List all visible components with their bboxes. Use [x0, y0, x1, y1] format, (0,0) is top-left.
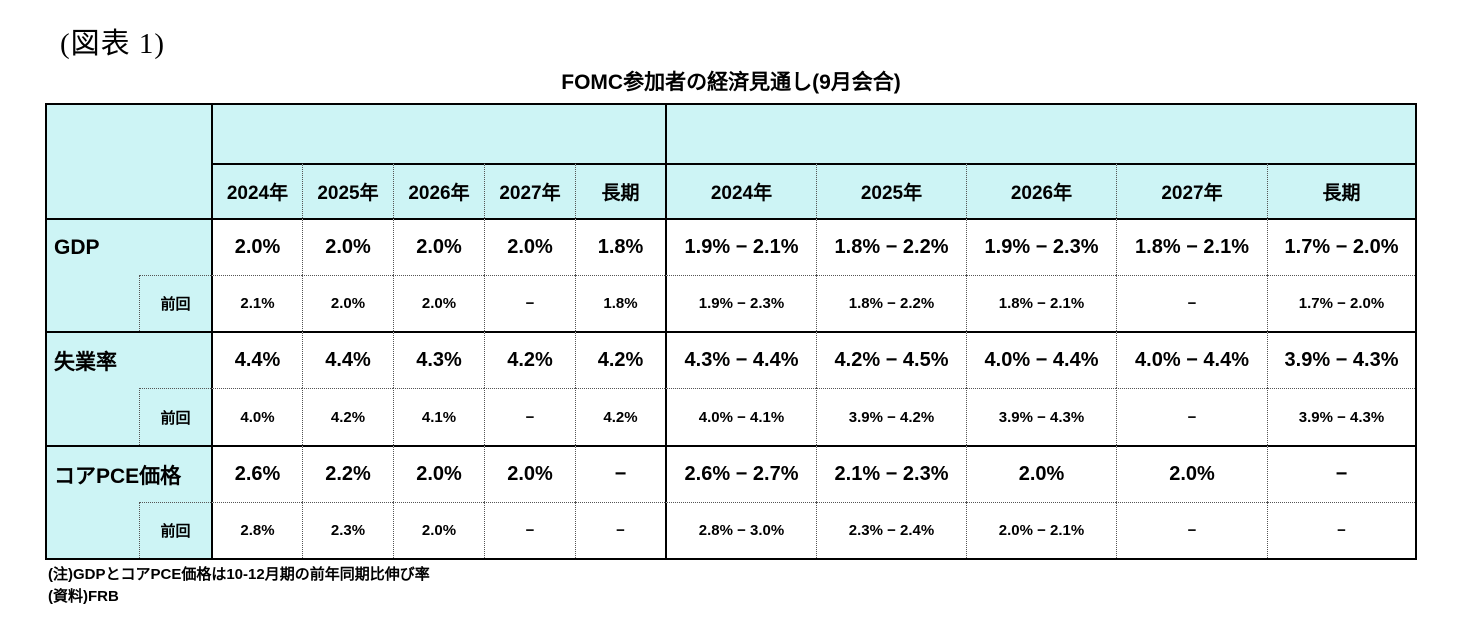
cell: 2.6% — [211, 445, 302, 502]
cell: 1.8% — [575, 275, 665, 331]
col-header: 2027年 — [1116, 163, 1267, 218]
cell: 2.0% — [393, 445, 484, 502]
cell: 4.3% − 4.4% — [665, 331, 816, 388]
previous-label: 前回 — [139, 388, 211, 445]
cell: 2.0% — [966, 445, 1116, 502]
cell: 1.9% − 2.1% — [665, 218, 816, 275]
cell: 2.0% — [484, 445, 575, 502]
cell: 2.0% — [393, 275, 484, 331]
footnotes: (注)GDPとコアPCE価格は10-12月期の前年同期比伸び率 (資料)FRB — [48, 564, 430, 608]
cell: 2.2% — [302, 445, 393, 502]
cell: 3.9% − 4.3% — [966, 388, 1116, 445]
cell: 1.8% − 2.2% — [816, 218, 966, 275]
cell: 4.0% − 4.4% — [1116, 331, 1267, 388]
label-filler — [47, 275, 139, 331]
cell: 3.9% − 4.2% — [816, 388, 966, 445]
cell: 2.1% — [211, 275, 302, 331]
cell: 1.8% — [575, 218, 665, 275]
cell: − — [484, 275, 575, 331]
col-header: 長期 — [575, 163, 665, 218]
col-header: 2026年 — [393, 163, 484, 218]
col-header: 2024年 — [211, 163, 302, 218]
corner-header-cell — [47, 105, 211, 218]
cell: 2.0% — [484, 218, 575, 275]
range-group-header — [665, 105, 1415, 163]
col-header: 長期 — [1267, 163, 1415, 218]
cell: 4.2% — [484, 331, 575, 388]
cell: 1.9% − 2.3% — [966, 218, 1116, 275]
row-label-unemployment: 失業率 — [47, 331, 211, 388]
cell: 2.0% — [393, 218, 484, 275]
cell: 4.2% — [302, 388, 393, 445]
cell: − — [1116, 275, 1267, 331]
label-filler — [47, 388, 139, 445]
fomc-projections-table: 2024年 2025年 2026年 2027年 長期 2024年 2025年 2… — [45, 103, 1417, 560]
cell: 1.8% − 2.1% — [966, 275, 1116, 331]
cell: 1.7% − 2.0% — [1267, 275, 1415, 331]
cell: − — [1116, 388, 1267, 445]
cell: 2.0% − 2.1% — [966, 502, 1116, 558]
row-label-core-pce: コアPCE価格 — [47, 445, 211, 502]
row-label-gdp: GDP — [47, 218, 211, 275]
cell: 2.3% − 2.4% — [816, 502, 966, 558]
cell: − — [575, 502, 665, 558]
table-title: FOMC参加者の経済見通し(9月会合) — [561, 71, 901, 94]
cell: 2.0% — [302, 275, 393, 331]
cell: − — [1267, 502, 1415, 558]
cell: 2.0% — [211, 218, 302, 275]
cell: − — [1116, 502, 1267, 558]
cell: 4.4% — [211, 331, 302, 388]
cell: 4.0% — [211, 388, 302, 445]
cell: 4.0% − 4.4% — [966, 331, 1116, 388]
previous-label: 前回 — [139, 502, 211, 558]
cell: − — [1267, 445, 1415, 502]
cell: 3.9% − 4.3% — [1267, 388, 1415, 445]
cell: 4.1% — [393, 388, 484, 445]
previous-label: 前回 — [139, 275, 211, 331]
cell: 4.0% − 4.1% — [665, 388, 816, 445]
cell: 1.7% − 2.0% — [1267, 218, 1415, 275]
cell: 3.9% − 4.3% — [1267, 331, 1415, 388]
cell: 4.2% − 4.5% — [816, 331, 966, 388]
cell: 2.0% — [302, 218, 393, 275]
cell: 2.6% − 2.7% — [665, 445, 816, 502]
cell: 4.2% — [575, 331, 665, 388]
note-line: (注)GDPとコアPCE価格は10-12月期の前年同期比伸び率 — [48, 566, 430, 583]
cell: 2.1% − 2.3% — [816, 445, 966, 502]
cell: 2.8% — [211, 502, 302, 558]
median-group-header — [211, 105, 665, 163]
col-header: 2025年 — [816, 163, 966, 218]
cell: − — [484, 388, 575, 445]
col-header: 2025年 — [302, 163, 393, 218]
cell: 2.3% — [302, 502, 393, 558]
figure-label: (図表 1) — [60, 28, 166, 60]
cell: 1.9% − 2.3% — [665, 275, 816, 331]
col-header: 2024年 — [665, 163, 816, 218]
cell: − — [484, 502, 575, 558]
cell: − — [575, 445, 665, 502]
cell: 2.0% — [393, 502, 484, 558]
col-header: 2026年 — [966, 163, 1116, 218]
cell: 4.2% — [575, 388, 665, 445]
col-header: 2027年 — [484, 163, 575, 218]
cell: 4.3% — [393, 331, 484, 388]
cell: 2.0% — [1116, 445, 1267, 502]
cell: 2.8% − 3.0% — [665, 502, 816, 558]
cell: 1.8% − 2.1% — [1116, 218, 1267, 275]
label-filler — [47, 502, 139, 558]
cell: 4.4% — [302, 331, 393, 388]
source-line: (資料)FRB — [48, 588, 119, 605]
cell: 1.8% − 2.2% — [816, 275, 966, 331]
